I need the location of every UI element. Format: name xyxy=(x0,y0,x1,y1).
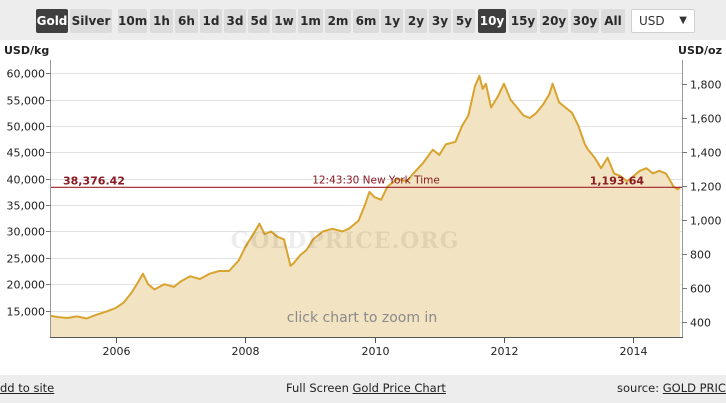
x-tick-label: 2008 xyxy=(232,345,260,358)
range-button-3d[interactable]: 3d xyxy=(224,9,246,33)
range-button-3y[interactable]: 3y xyxy=(429,9,451,33)
range-button-10y[interactable]: 10y xyxy=(478,9,506,33)
range-button-1d[interactable]: 1d xyxy=(200,9,222,33)
range-button-1m[interactable]: 1m xyxy=(298,9,323,33)
range-button-2m[interactable]: 2m xyxy=(325,9,351,33)
range-button-5d[interactable]: 5d xyxy=(248,9,270,33)
y-tick-label-right: 1,800 xyxy=(690,79,722,92)
price-line xyxy=(50,74,681,320)
y-tick-label-left: 55,000 xyxy=(7,95,46,108)
x-ticks: 2006 2008 2010 2012 2014 xyxy=(103,337,648,358)
range-button-30y[interactable]: 30y xyxy=(571,9,599,33)
range-button-all[interactable]: All xyxy=(601,9,625,33)
full-screen-caption: Full Screen Gold Price Chart xyxy=(286,381,446,395)
range-button-15y[interactable]: 15y xyxy=(509,9,537,33)
chevron-down-icon: ▼ xyxy=(679,15,687,26)
full-screen-chart-link[interactable]: Gold Price Chart xyxy=(352,381,446,395)
time-label: 12:43:30 New York Time xyxy=(312,174,440,186)
y-tick-label-right: 400 xyxy=(690,317,711,330)
footer: dd to site Full Screen Gold Price Chart … xyxy=(0,375,726,403)
currency-select[interactable]: USD ▼ xyxy=(631,9,695,33)
range-button-6h[interactable]: 6h xyxy=(175,9,198,33)
y-tick-label-left: 15,000 xyxy=(7,306,46,319)
y-tick-label-left: 25,000 xyxy=(7,253,46,266)
range-button-10m[interactable]: 10m xyxy=(118,9,147,33)
y-ticks-right: 400 600 800 1,000 1,200 1,400 1,600 1,800 xyxy=(682,79,722,330)
gold-price-chart[interactable]: GOLDPRICE.ORG click chart to zoom in 12:… xyxy=(0,40,726,375)
y-tick-label-right: 1,200 xyxy=(690,181,722,194)
metal-tab-gold[interactable]: Gold xyxy=(36,9,68,33)
range-button-1y[interactable]: 1y xyxy=(381,9,403,33)
range-button-5y[interactable]: 5y xyxy=(453,9,475,33)
range-button-1w[interactable]: 1w xyxy=(272,9,296,33)
range-button-6m[interactable]: 6m xyxy=(353,9,379,33)
metal-tab-silver[interactable]: Silver xyxy=(70,9,112,33)
y-axis-right-label: USD/oz xyxy=(678,44,722,57)
chart-canvas[interactable]: GOLDPRICE.ORG click chart to zoom in 12:… xyxy=(0,40,726,375)
x-tick-label: 2010 xyxy=(362,345,390,358)
price-area-fill xyxy=(51,75,681,338)
currency-value: USD xyxy=(639,14,665,28)
y-ticks-left: 15,000 20,000 25,000 30,000 35,000 40,000 45,0… xyxy=(7,68,51,319)
source-caption: source: GOLD PRIC xyxy=(617,381,726,395)
range-button-2y[interactable]: 2y xyxy=(405,9,427,33)
y-tick-label-right: 1,000 xyxy=(690,215,722,228)
y-tick-label-left: 20,000 xyxy=(7,279,46,292)
y-axis-left-label: USD/kg xyxy=(4,44,49,57)
x-tick-label: 2014 xyxy=(620,345,648,358)
y-tick-label-left: 60,000 xyxy=(7,68,46,81)
watermark-text: GOLDPRICE.ORG xyxy=(231,228,460,254)
current-price-kg-label: 38,376.42 xyxy=(63,174,125,187)
x-tick-label: 2006 xyxy=(103,345,131,358)
y-tick-label-right: 1,600 xyxy=(690,113,722,126)
y-tick-label-left: 45,000 xyxy=(7,147,46,160)
source-prefix: source: xyxy=(617,381,660,395)
toolbar: Gold Silver 10m 1h 6h 1d 3d 5d 1w 1m 2m … xyxy=(0,0,726,40)
y-tick-label-left: 40,000 xyxy=(7,174,46,187)
y-tick-label-right: 600 xyxy=(690,283,711,296)
y-tick-label-left: 30,000 xyxy=(7,226,46,239)
current-price-oz-label: 1,193.64 xyxy=(590,174,645,187)
full-screen-prefix: Full Screen xyxy=(286,381,349,395)
y-tick-label-left: 50,000 xyxy=(7,121,46,134)
y-tick-label-right: 800 xyxy=(690,249,711,262)
y-tick-label-left: 35,000 xyxy=(7,200,46,213)
range-button-1h[interactable]: 1h xyxy=(150,9,173,33)
y-tick-label-right: 1,400 xyxy=(690,147,722,160)
source-link[interactable]: GOLD PRIC xyxy=(662,381,726,395)
x-tick-label: 2012 xyxy=(491,345,519,358)
add-to-site-link[interactable]: dd to site xyxy=(0,381,55,395)
range-button-20y[interactable]: 20y xyxy=(540,9,568,33)
zoom-hint-text: click chart to zoom in xyxy=(287,310,437,326)
